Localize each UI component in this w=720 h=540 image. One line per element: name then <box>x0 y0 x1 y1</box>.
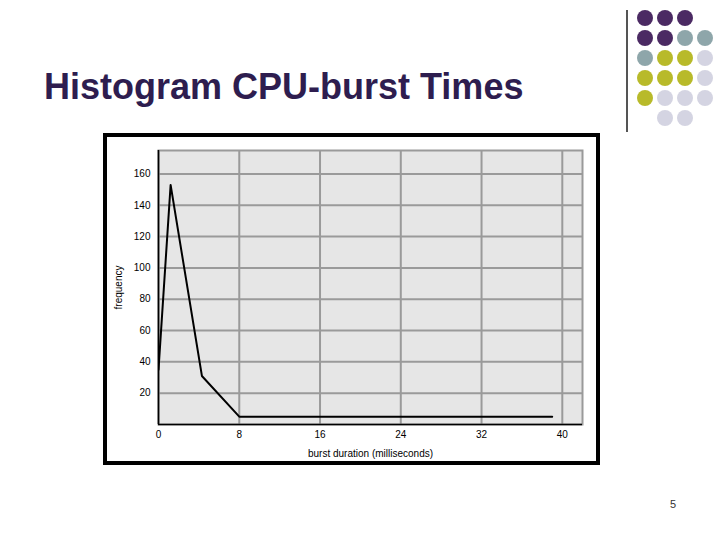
svg-text:20: 20 <box>139 387 151 398</box>
svg-text:24: 24 <box>395 429 407 440</box>
svg-text:80: 80 <box>139 293 151 304</box>
svg-text:burst duration (milliseconds): burst duration (milliseconds) <box>308 448 433 459</box>
html-text:5: 5 <box>670 498 677 510</box>
svg-text:32: 32 <box>476 429 488 440</box>
svg-text:140: 140 <box>134 200 151 211</box>
svg-text:40: 40 <box>139 356 151 367</box>
svg-text:160: 160 <box>134 168 151 179</box>
svg-text:100: 100 <box>134 262 151 273</box>
svg-text:16: 16 <box>314 429 326 440</box>
svg-text:60: 60 <box>139 325 151 336</box>
svg-text:0: 0 <box>156 429 162 440</box>
svg-text:40: 40 <box>557 429 569 440</box>
svg-text:frequency: frequency <box>113 266 124 310</box>
html-text:Histogram CPU-burst Times: Histogram CPU-burst Times <box>44 66 524 107</box>
svg-text:8: 8 <box>236 429 242 440</box>
svg-text:120: 120 <box>134 231 151 242</box>
